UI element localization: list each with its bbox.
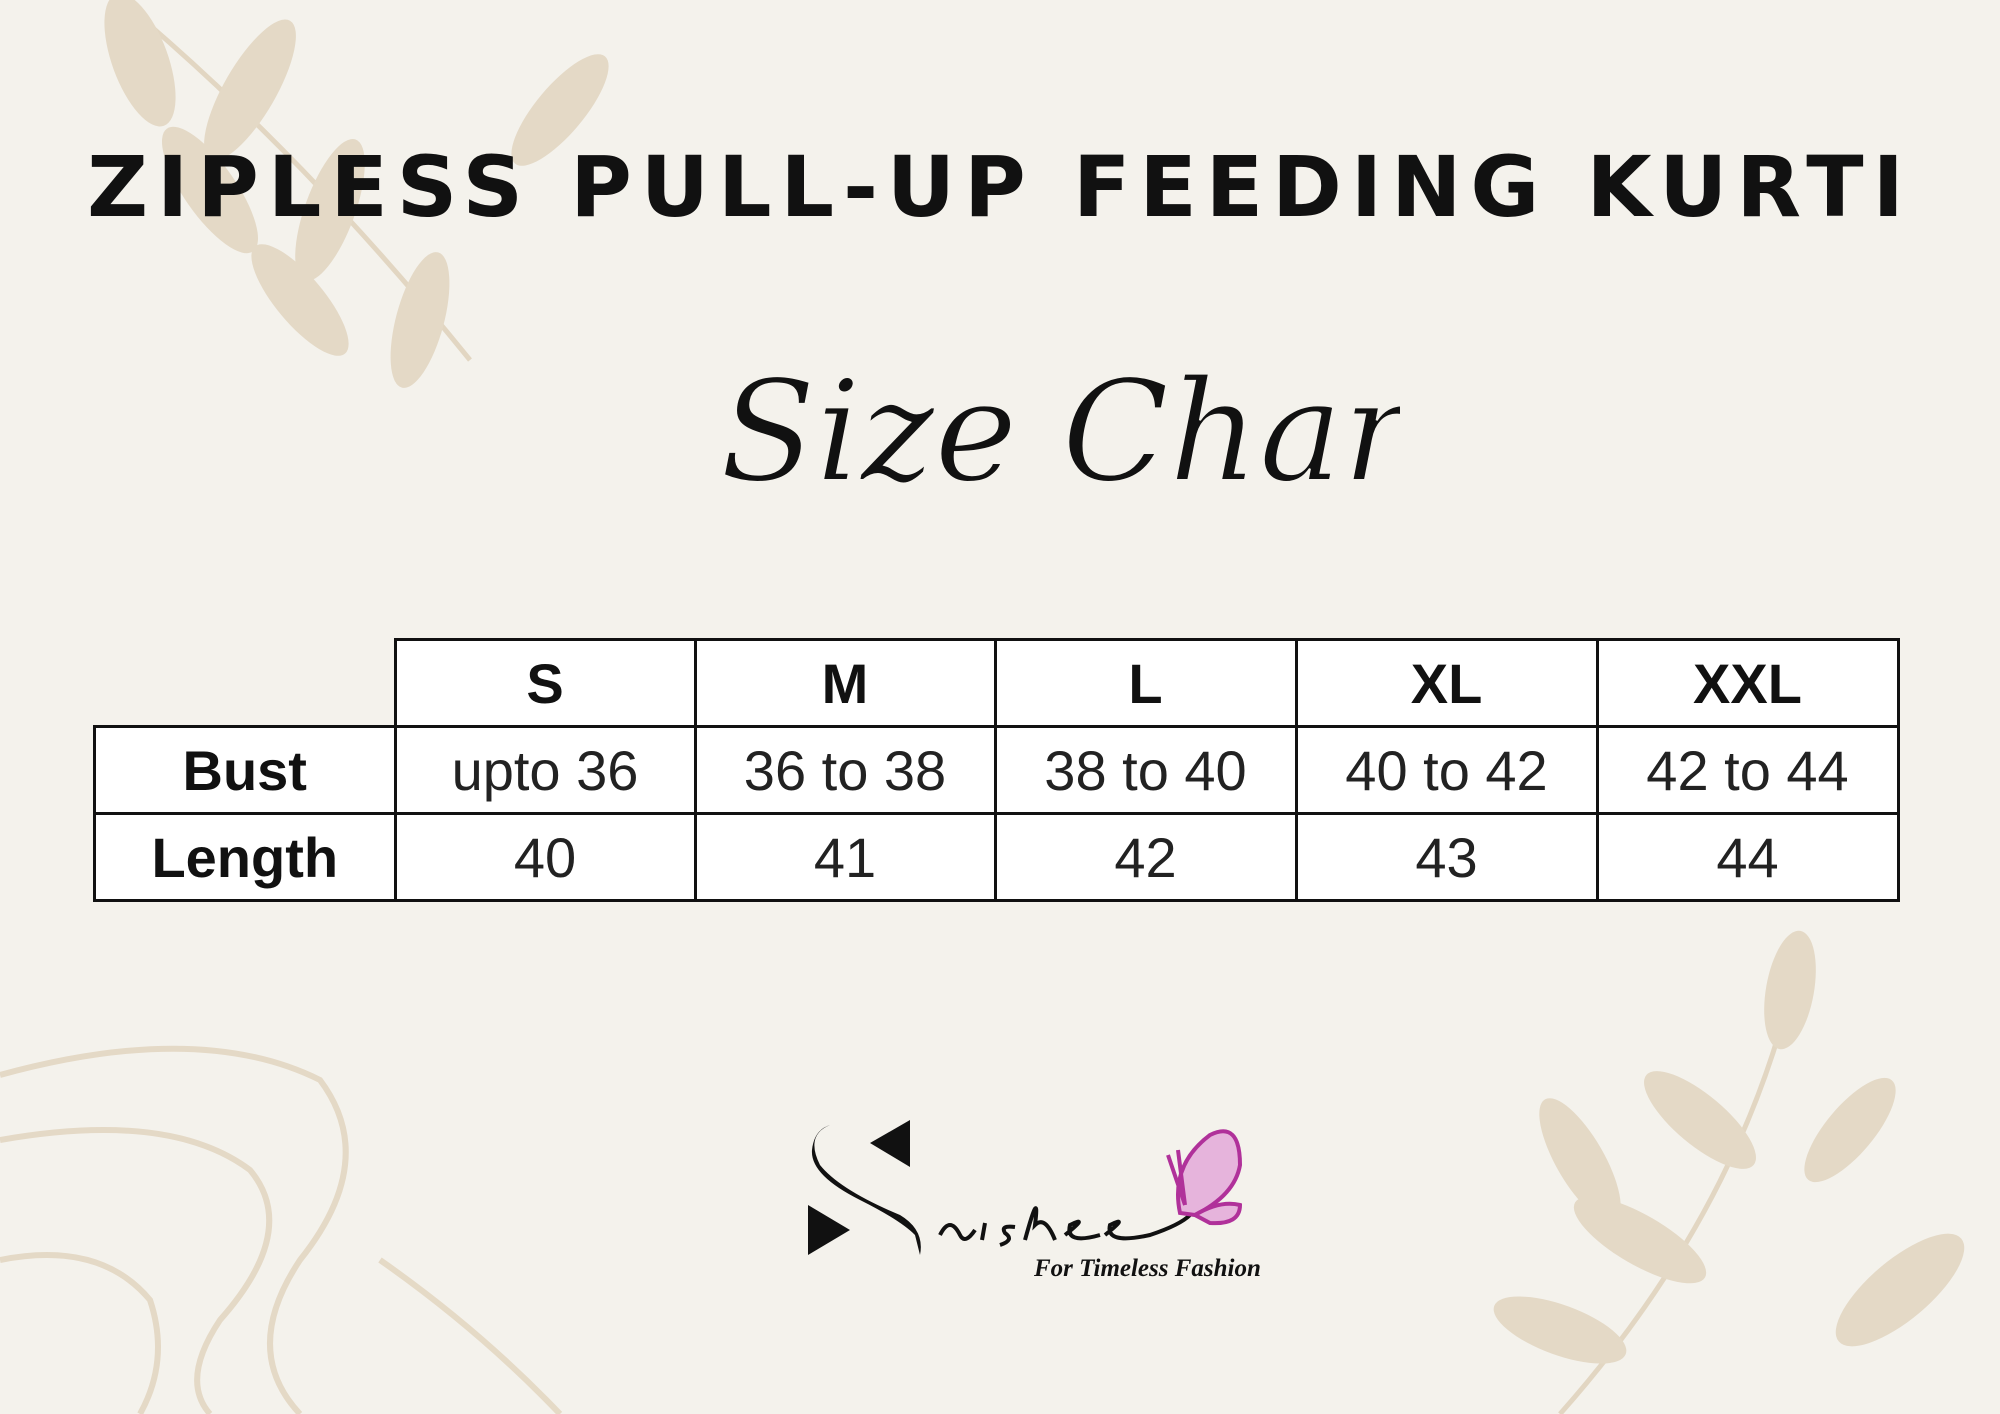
empty-corner-cell	[94, 639, 397, 728]
logo-triangle-bottom	[808, 1205, 850, 1255]
column-header: M	[693, 638, 997, 728]
page-title: ZIPLESS PULL-UP FEEDING KURTI	[87, 138, 1913, 236]
size-chart-script-heading: Size Chart	[719, 350, 1400, 515]
logo-triangle-top	[870, 1120, 910, 1167]
table-row: Length 40 41 42 43 44	[93, 812, 1900, 902]
column-header: L	[993, 638, 1298, 728]
row-label: Bust	[93, 725, 397, 815]
column-header: XXL	[1595, 638, 1900, 728]
table-cell: 44	[1595, 812, 1900, 902]
row-label: Length	[93, 812, 397, 902]
table-row: Bust upto 36 36 to 38 38 to 40 40 to 42 …	[93, 725, 1900, 815]
butterfly-icon	[1166, 1129, 1243, 1226]
column-header: XL	[1294, 638, 1599, 728]
snishee-logo	[808, 1120, 1243, 1255]
table-cell: upto 36	[393, 725, 697, 815]
logo-script-nishee	[938, 1206, 1192, 1247]
size-chart-subtitle: Size Chart	[720, 351, 1400, 514]
table-cell: 43	[1294, 812, 1599, 902]
table-cell: 42 to 44	[1595, 725, 1900, 815]
size-chart-table: S M L XL XXL Bust upto 36 36 to 38 38 to…	[93, 638, 1900, 902]
table-cell: 42	[993, 812, 1298, 902]
column-header: S	[393, 638, 697, 728]
table-cell: 41	[693, 812, 997, 902]
table-header-row: S M L XL XXL	[94, 638, 1900, 728]
table-cell: 38 to 40	[993, 725, 1298, 815]
brand-tagline: For Timeless Fashion	[1034, 1255, 1261, 1282]
table-cell: 36 to 38	[693, 725, 997, 815]
table-cell: 40	[393, 812, 697, 902]
table-cell: 40 to 42	[1294, 725, 1599, 815]
